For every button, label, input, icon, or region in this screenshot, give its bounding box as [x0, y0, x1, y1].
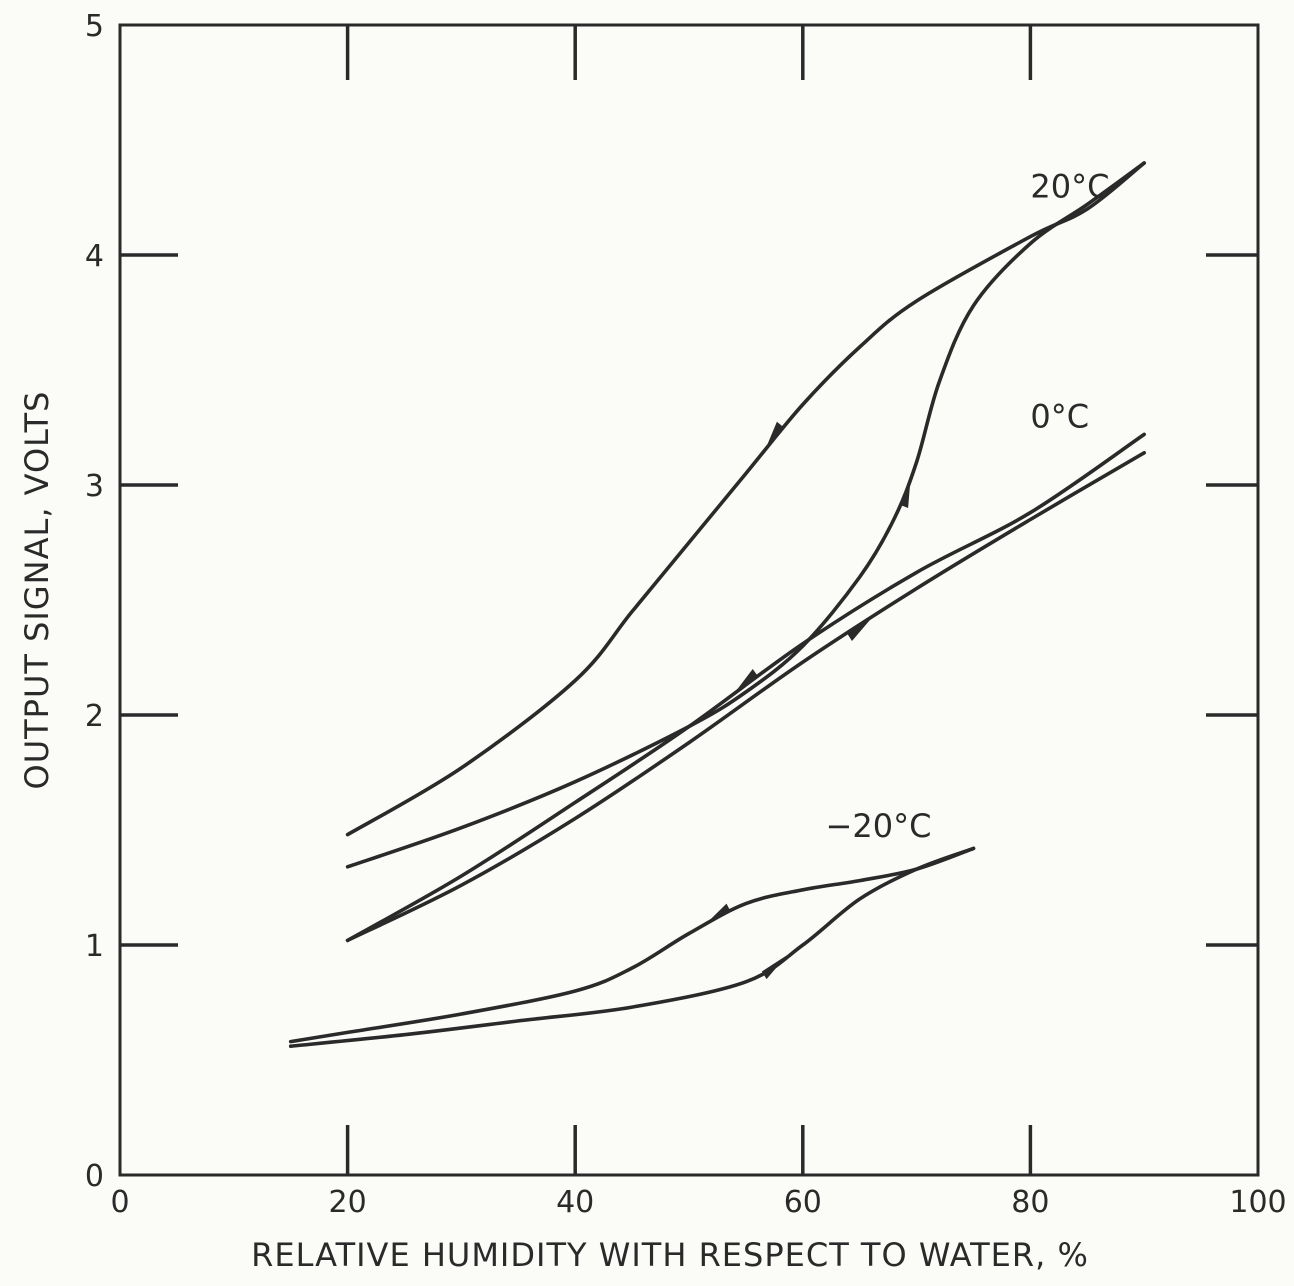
direction-arrow — [761, 955, 787, 980]
x-tick-label: 20 — [329, 1185, 367, 1220]
axis-ticks — [120, 25, 1258, 1175]
x-tick-label: 100 — [1229, 1185, 1286, 1220]
y-tick-label: 0 — [85, 1159, 104, 1194]
y-axis-title: OUTPUT SIGNAL, VOLTS — [18, 391, 56, 790]
x-tick-label: 80 — [1011, 1185, 1049, 1220]
series-label: 20°C — [1030, 168, 1109, 206]
series-curve — [288, 846, 976, 1048]
series-labels: 20°C 0°C −20°C — [826, 168, 1110, 845]
series-label: −20°C — [826, 807, 932, 845]
series-curve — [345, 161, 1146, 837]
series-curves — [288, 161, 1146, 1048]
y-tick-label: 2 — [85, 699, 104, 734]
x-tick-label: 0 — [110, 1185, 129, 1220]
y-tick-label: 3 — [85, 469, 104, 504]
direction-arrow — [899, 476, 911, 508]
x-axis-title: RELATIVE HUMIDITY WITH RESPECT TO WATER,… — [251, 1236, 1089, 1274]
y-tick-label: 1 — [85, 929, 104, 964]
series-label: 0°C — [1030, 398, 1089, 436]
y-tick-label: 5 — [85, 9, 104, 44]
direction-arrow — [733, 669, 758, 694]
x-tick-labels: 0 20 40 60 80 100 — [110, 1185, 1286, 1220]
y-tick-labels: 0 1 2 3 4 5 — [85, 9, 104, 1194]
series-curve — [345, 432, 1146, 943]
plot-frame — [118, 23, 1260, 1177]
direction-arrow — [847, 617, 873, 641]
y-tick-label: 4 — [85, 239, 104, 274]
series-curve — [345, 451, 1146, 943]
series-curve — [288, 846, 976, 1044]
direction-arrow — [704, 903, 731, 926]
series-curve — [345, 161, 1146, 869]
x-tick-label: 60 — [784, 1185, 822, 1220]
direction-arrows — [704, 421, 911, 980]
direction-arrow — [764, 421, 784, 451]
x-tick-label: 40 — [556, 1185, 594, 1220]
